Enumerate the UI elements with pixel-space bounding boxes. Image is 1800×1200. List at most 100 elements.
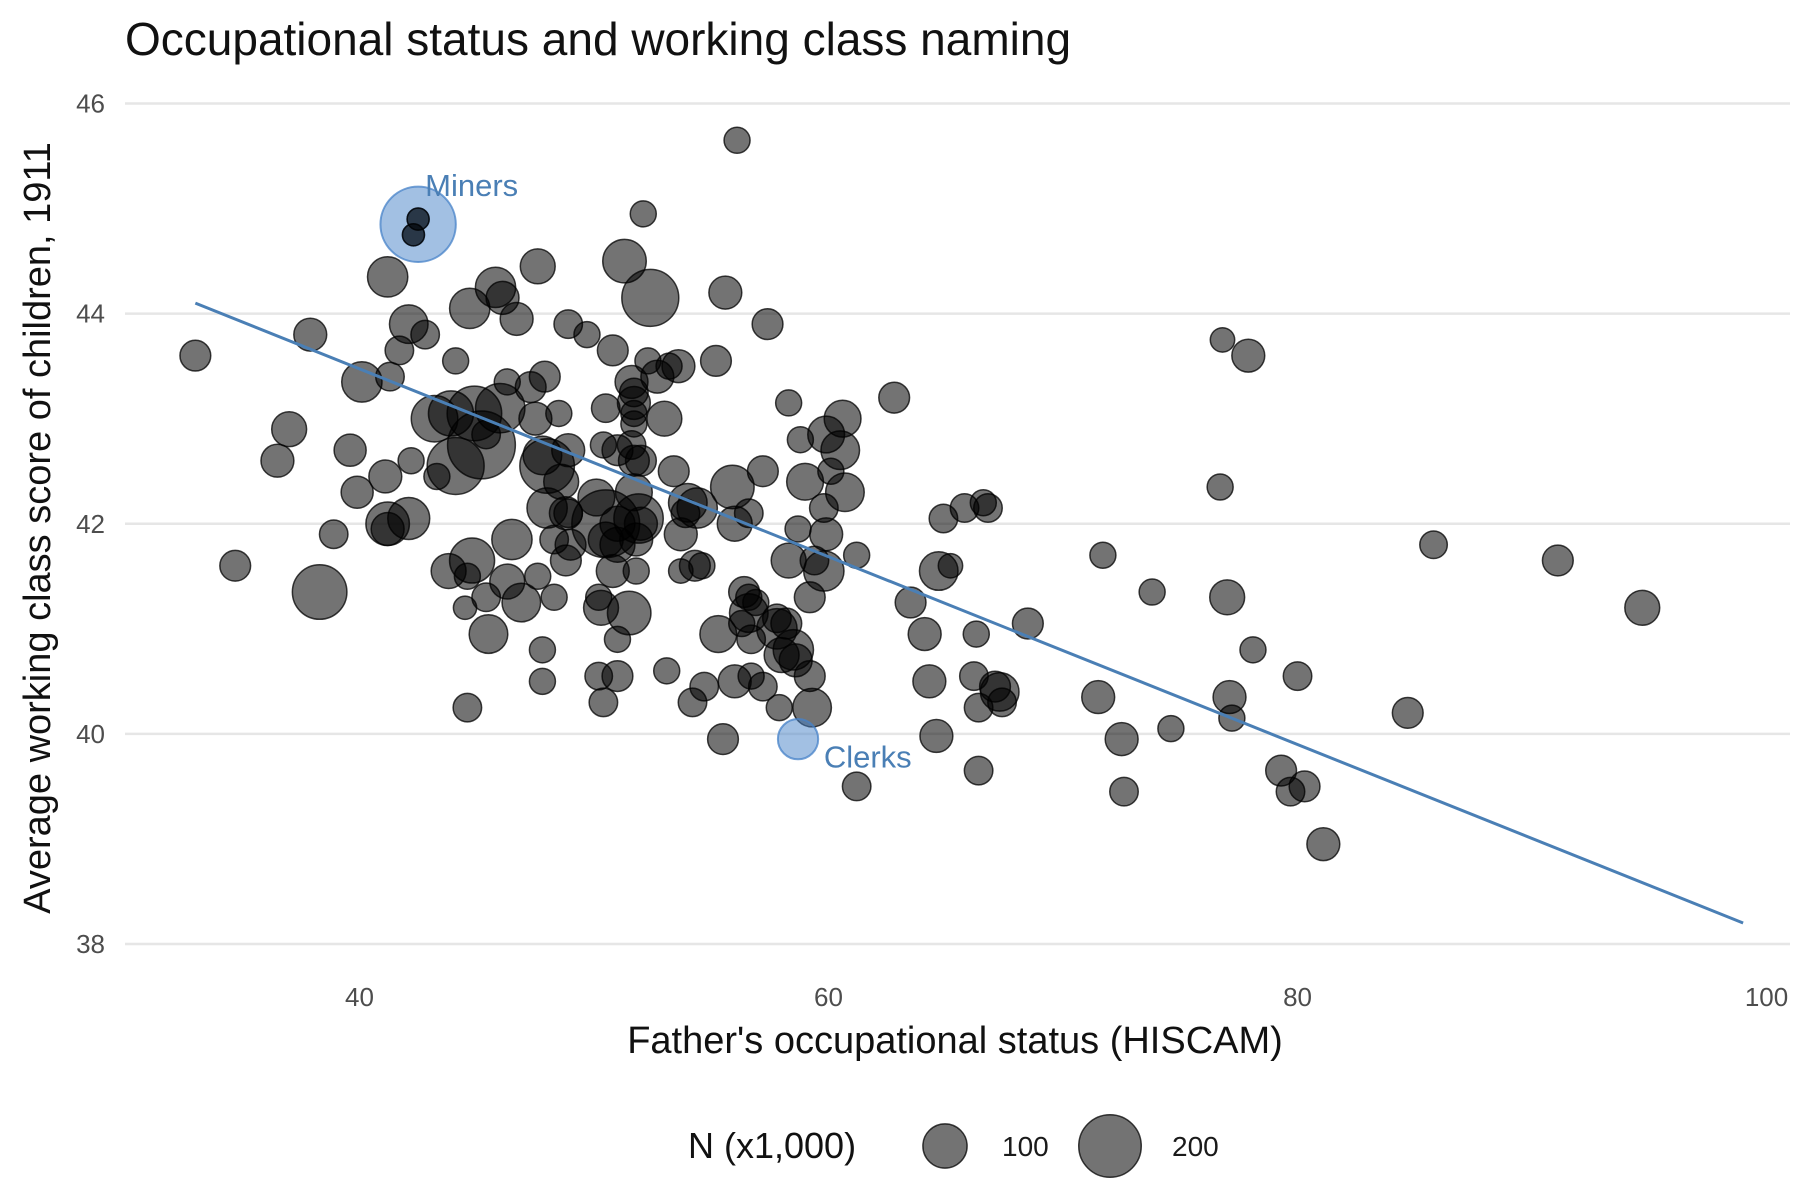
data-point <box>907 616 942 652</box>
data-point <box>410 319 441 350</box>
legend: N (x1,000) 100 200 <box>688 1113 1219 1179</box>
data-point <box>1306 826 1341 862</box>
data-point <box>689 671 720 702</box>
data-point <box>501 582 542 623</box>
data-point <box>590 393 621 424</box>
data-point <box>624 444 658 477</box>
x-tick-label: 40 <box>345 982 374 1012</box>
data-point <box>1109 776 1139 807</box>
legend-title: N (x1,000) <box>688 1125 856 1166</box>
data-point <box>774 389 803 417</box>
data-point <box>448 537 496 584</box>
data-point <box>1624 589 1661 626</box>
data-point <box>963 755 994 786</box>
data-point <box>708 275 743 310</box>
data-point <box>1231 338 1266 373</box>
data-point <box>452 692 483 723</box>
data-point <box>601 659 634 693</box>
data-point <box>491 518 533 561</box>
highlight-point-clerks <box>776 717 820 761</box>
data-point <box>291 564 348 621</box>
data-point <box>588 687 619 718</box>
data-point <box>962 620 991 648</box>
data-point <box>260 443 295 478</box>
data-point <box>742 588 770 617</box>
data-point <box>1282 661 1313 692</box>
data-point <box>340 475 374 510</box>
data-point <box>823 399 862 438</box>
data-point <box>528 360 561 393</box>
annotation-miners: Miners <box>425 168 518 203</box>
data-point <box>528 667 557 696</box>
data-point <box>179 339 212 372</box>
data-point <box>397 446 425 475</box>
data-point <box>601 238 648 284</box>
data-point <box>784 515 812 543</box>
data-point <box>1081 679 1116 715</box>
data-point <box>573 320 601 349</box>
data-point <box>368 459 403 494</box>
data-point <box>523 562 552 591</box>
data-point <box>528 636 557 664</box>
y-tick-label: 40 <box>76 719 105 749</box>
data-point <box>646 400 683 437</box>
annotation-clerks: Clerks <box>824 739 912 774</box>
data-point <box>545 399 573 428</box>
data-point <box>987 687 1018 718</box>
data-point <box>1288 770 1321 803</box>
data-point <box>1138 578 1166 606</box>
data-point <box>542 463 580 500</box>
data-point <box>919 718 954 754</box>
data-point <box>621 268 680 328</box>
data-point <box>468 614 509 655</box>
data-point <box>219 549 252 582</box>
data-point <box>551 433 586 468</box>
annotations: Miners Clerks <box>425 168 912 775</box>
data-point <box>540 583 568 612</box>
data-point <box>1209 326 1236 353</box>
data-point <box>333 433 367 467</box>
data-point <box>519 248 556 285</box>
legend-label-100: 100 <box>1002 1131 1049 1162</box>
data-point <box>623 506 659 541</box>
legend-label-200: 200 <box>1172 1131 1219 1162</box>
data-point <box>972 493 1003 523</box>
data-point <box>318 519 349 550</box>
data-point <box>747 671 778 702</box>
x-tick-label: 60 <box>814 982 843 1012</box>
data-point <box>1011 607 1044 640</box>
data-point <box>824 472 865 513</box>
data-point <box>937 552 964 579</box>
data-point <box>270 411 308 448</box>
y-tick-label: 42 <box>76 509 105 539</box>
data-point <box>676 487 719 529</box>
data-point <box>293 317 328 352</box>
data-point <box>793 659 826 693</box>
data-point <box>1239 636 1267 664</box>
data-point <box>699 344 733 378</box>
data-point <box>596 334 629 367</box>
data-point <box>894 586 927 619</box>
data-point <box>1419 530 1449 560</box>
y-tick-label: 38 <box>76 929 105 959</box>
data-point <box>366 255 409 298</box>
data-point <box>706 722 740 756</box>
data-point <box>1391 696 1424 729</box>
data-point <box>1541 544 1574 577</box>
highlighted-points <box>379 185 820 761</box>
legend-entries: 100 200 <box>922 1113 1219 1179</box>
x-tick-label: 100 <box>1745 982 1788 1012</box>
x-axis-ticks: 40 60 80 100 <box>345 982 1788 1012</box>
legend-symbol-100 <box>922 1123 968 1169</box>
data-point <box>878 381 911 414</box>
y-tick-label: 46 <box>76 89 105 119</box>
data-point <box>802 550 845 592</box>
data-point <box>1089 541 1117 570</box>
data-point <box>387 496 431 541</box>
data-point <box>652 657 681 685</box>
data-point <box>723 126 751 155</box>
data-point <box>912 664 947 699</box>
data-point <box>606 590 652 636</box>
data-point <box>808 517 844 552</box>
chart-title: Occupational status and working class na… <box>125 13 1071 65</box>
